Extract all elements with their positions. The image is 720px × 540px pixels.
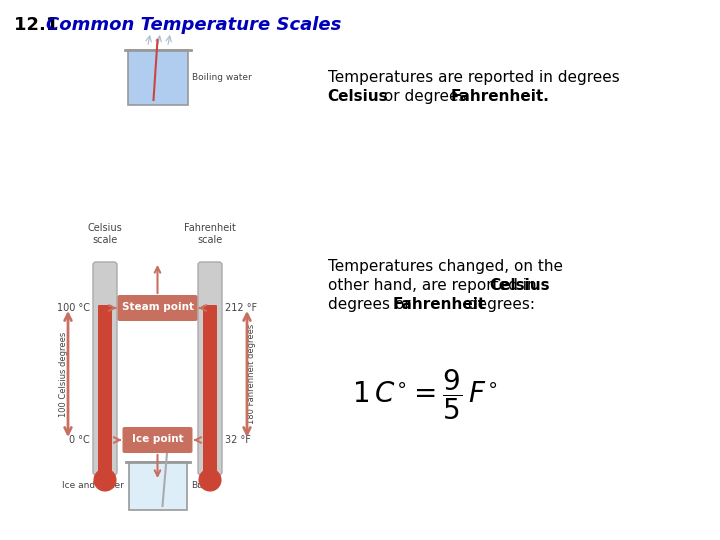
Text: 32 °F: 32 °F xyxy=(225,435,251,445)
Text: 180 Fahrenheit degrees: 180 Fahrenheit degrees xyxy=(248,324,256,424)
Text: other hand, are reported in: other hand, are reported in xyxy=(328,278,541,293)
FancyBboxPatch shape xyxy=(93,262,117,475)
Text: Fahrenheit.: Fahrenheit. xyxy=(451,89,549,104)
FancyBboxPatch shape xyxy=(127,50,187,105)
Text: Ice and water: Ice and water xyxy=(62,482,124,490)
Circle shape xyxy=(199,469,221,491)
Text: degrees or: degrees or xyxy=(328,297,415,312)
Text: Bulb: Bulb xyxy=(192,482,212,490)
Text: degrees:: degrees: xyxy=(463,297,534,312)
Text: $1\,C^{\circ} = \dfrac{9}{5}\,F^{\circ}$: $1\,C^{\circ} = \dfrac{9}{5}\,F^{\circ}$ xyxy=(352,367,498,422)
FancyBboxPatch shape xyxy=(203,305,217,473)
Text: 212 °F: 212 °F xyxy=(225,303,257,313)
Text: Fahrenheit
scale: Fahrenheit scale xyxy=(184,222,236,245)
Text: Ice point: Ice point xyxy=(132,435,184,444)
Text: Fahrenheit: Fahrenheit xyxy=(392,297,486,312)
FancyBboxPatch shape xyxy=(122,427,192,453)
Text: Celsius: Celsius xyxy=(328,89,388,104)
FancyBboxPatch shape xyxy=(98,305,112,473)
Text: Common Temperature Scales: Common Temperature Scales xyxy=(46,16,341,34)
FancyBboxPatch shape xyxy=(198,262,222,475)
Text: or degrees: or degrees xyxy=(379,89,471,104)
Text: 100 Celsius degrees: 100 Celsius degrees xyxy=(58,332,68,417)
FancyBboxPatch shape xyxy=(117,295,197,321)
Text: Boiling water: Boiling water xyxy=(192,73,252,82)
FancyBboxPatch shape xyxy=(128,462,186,510)
Text: Steam point: Steam point xyxy=(122,302,194,313)
Text: 0 °C: 0 °C xyxy=(69,435,90,445)
Circle shape xyxy=(94,469,116,491)
Text: 100 °C: 100 °C xyxy=(57,303,90,313)
Text: Temperatures changed, on the: Temperatures changed, on the xyxy=(328,259,562,274)
Text: Celsius: Celsius xyxy=(490,278,550,293)
Text: 12.1: 12.1 xyxy=(14,16,65,34)
Text: Celsius
scale: Celsius scale xyxy=(88,222,122,245)
Text: Temperatures are reported in degrees: Temperatures are reported in degrees xyxy=(328,70,619,85)
